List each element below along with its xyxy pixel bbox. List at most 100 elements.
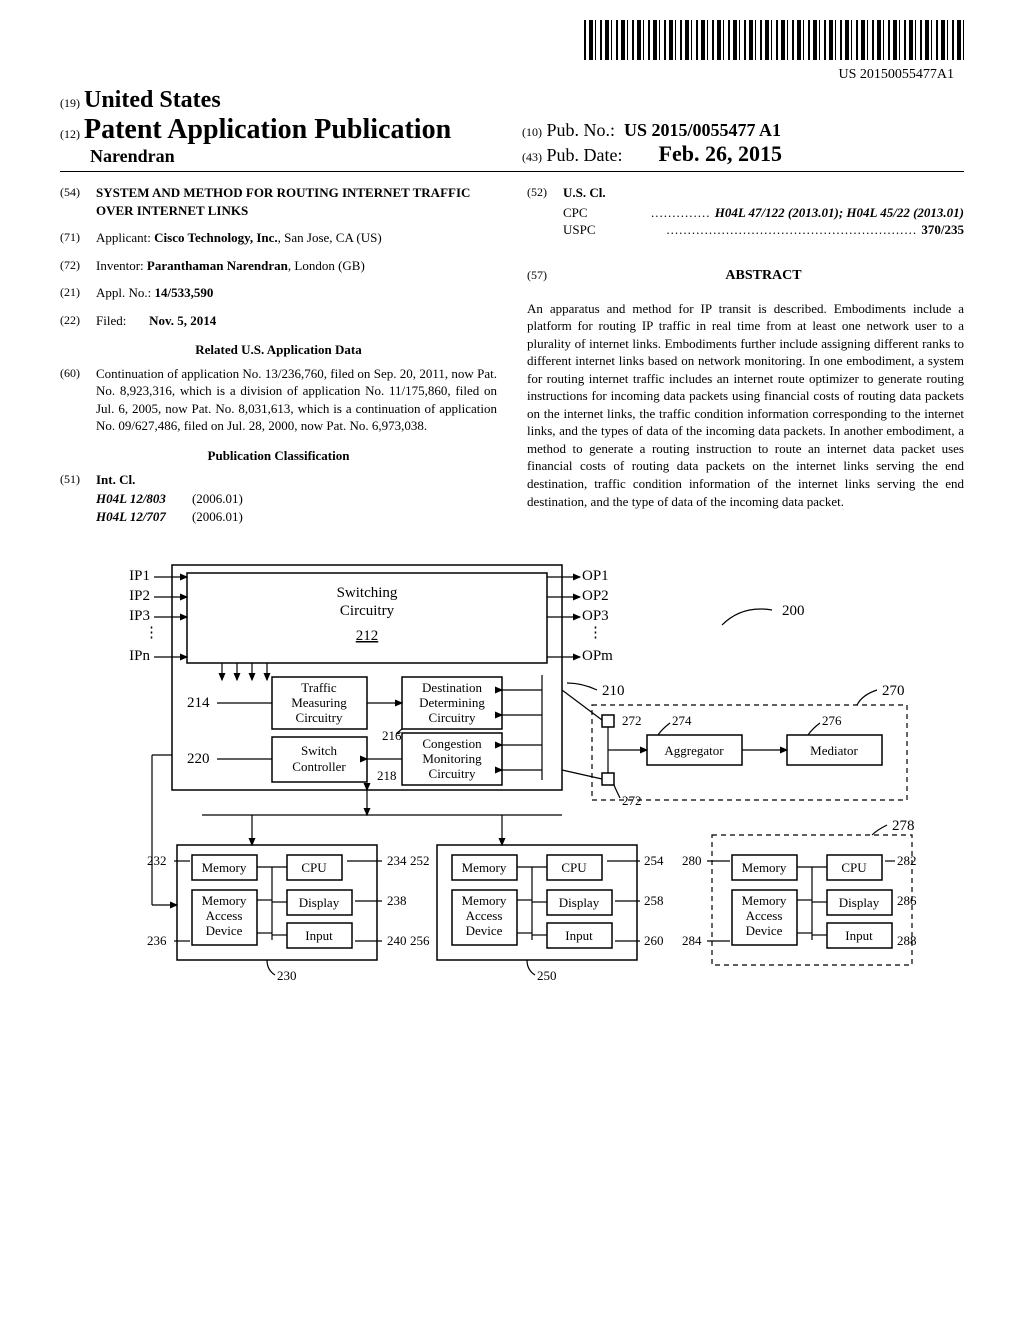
cpc-value: H04L 47/122 (2013.01); H04L 45/22 (2013.… (715, 205, 964, 220)
pub-no: US 2015/0055477 A1 (624, 120, 781, 140)
invention-title: SYSTEM AND METHOD FOR ROUTING INTERNET T… (96, 184, 497, 219)
fig-op3: OP3 (582, 608, 609, 624)
left-column: (54) SYSTEM AND METHOD FOR ROUTING INTER… (60, 184, 497, 525)
fig-280: 280 (682, 853, 702, 868)
field-21-num: (21) (60, 284, 96, 302)
int-cl-label: Int. Cl. (96, 471, 497, 489)
appl-no: 14/533,590 (155, 285, 214, 300)
fig-mem-access-278a: Memory (742, 893, 787, 908)
fig-212: 212 (356, 628, 379, 644)
publication-type: Patent Application Publication (84, 114, 451, 145)
fig-220: 220 (187, 751, 210, 767)
uspc-label: USPC (563, 221, 596, 239)
fig-circuitry-2: Circuitry (296, 710, 343, 725)
code-19: (19) (60, 96, 80, 110)
field-71-num: (71) (60, 229, 96, 247)
fig-mem-access-230c: Device (206, 923, 243, 938)
fig-274: 274 (672, 713, 692, 728)
inventor-loc: , London (GB) (288, 258, 365, 273)
fig-234: 234 (387, 853, 407, 868)
fig-memory-278: Memory (742, 860, 787, 875)
fig-272a: 272 (622, 713, 642, 728)
abstract-text: An apparatus and method for IP transit i… (527, 300, 964, 511)
fig-op1: OP1 (582, 568, 609, 584)
filed-date: Nov. 5, 2014 (149, 313, 216, 328)
patent-barcode (584, 20, 964, 60)
fig-210: 210 (602, 683, 625, 699)
fig-200: 200 (782, 603, 805, 619)
field-51-num: (51) (60, 471, 96, 489)
authors: Narendran (90, 146, 175, 166)
fig-254: 254 (644, 853, 664, 868)
cpc-label: CPC (563, 204, 588, 222)
fig-controller: Controller (292, 759, 346, 774)
fig-cpu-230: CPU (301, 860, 327, 875)
fig-278: 278 (892, 818, 915, 834)
filed-label: Filed: (96, 313, 126, 328)
fig-monitoring: Monitoring (422, 751, 482, 766)
code-43: (43) (522, 150, 542, 164)
pub-classification-heading: Publication Classification (60, 447, 497, 465)
barcode-area: US 20150055477A1 (60, 20, 964, 83)
fig-260: 260 (644, 933, 664, 948)
fig-mem-access-250c: Device (466, 923, 503, 938)
fig-258: 258 (644, 893, 664, 908)
int-cl-ver-1: (2006.01) (192, 509, 243, 524)
fig-ip3: IP3 (129, 608, 150, 624)
fig-250: 250 (537, 968, 557, 983)
fig-mem-access-250a: Memory (462, 893, 507, 908)
fig-ip1: IP1 (129, 568, 150, 584)
country: United States (84, 87, 221, 113)
field-54-num: (54) (60, 184, 96, 219)
fig-mediator: Mediator (810, 743, 858, 758)
int-cl-code-1: H04L 12/707 (96, 509, 166, 524)
fig-282: 282 (897, 853, 917, 868)
fig-218: 218 (377, 768, 397, 783)
fig-286: 286 (897, 893, 917, 908)
int-cl-ver-0: (2006.01) (192, 491, 243, 506)
applicant-loc: , San Jose, CA (US) (278, 230, 382, 245)
cpc-dots: .............. (651, 205, 715, 220)
fig-270: 270 (882, 683, 905, 699)
pub-no-label: Pub. No.: (547, 120, 616, 140)
appl-no-label: Appl. No.: (96, 285, 151, 300)
fig-ipn: IPn (129, 648, 150, 664)
applicant-name: Cisco Technology, Inc. (154, 230, 278, 245)
fig-display-250: Display (559, 895, 600, 910)
inventor-label: Inventor: (96, 258, 144, 273)
fig-252: 252 (410, 853, 430, 868)
fig-display-230: Display (299, 895, 340, 910)
uspc-dots: ........................................… (666, 222, 921, 237)
continuation-text: Continuation of application No. 13/236,7… (96, 365, 497, 435)
pub-date-label: Pub. Date: (547, 145, 623, 165)
int-cl-code-0: H04L 12/803 (96, 491, 166, 506)
field-22-num: (22) (60, 312, 96, 330)
patent-header: (19) United States (12) Patent Applicati… (60, 87, 964, 172)
fig-aggregator: Aggregator (664, 743, 724, 758)
svg-text:⋮: ⋮ (144, 625, 159, 641)
fig-opm: OPm (582, 648, 613, 664)
fig-destination: Destination (422, 680, 482, 695)
fig-288: 288 (897, 933, 917, 948)
right-column: (52) U.S. Cl. CPC .............. H04L 47… (527, 184, 964, 525)
fig-mem-access-250b: Access (466, 908, 503, 923)
pub-date: Feb. 26, 2015 (659, 141, 782, 166)
fig-256: 256 (410, 933, 430, 948)
fig-circuitry-4: Circuitry (429, 766, 476, 781)
fig-input-250: Input (565, 928, 593, 943)
fig-214: 214 (187, 695, 210, 711)
fig-216: 216 (382, 728, 402, 743)
fig-display-278: Display (839, 895, 880, 910)
related-data-heading: Related U.S. Application Data (60, 341, 497, 359)
fig-276: 276 (822, 713, 842, 728)
fig-240: 240 (387, 933, 407, 948)
field-57-num: (57) (527, 267, 563, 286)
code-12: (12) (60, 127, 80, 141)
fig-ip2: IP2 (129, 588, 150, 604)
fig-traffic: Traffic (301, 680, 337, 695)
us-cl-label: U.S. Cl. (563, 184, 964, 202)
field-60-num: (60) (60, 365, 96, 435)
fig-238: 238 (387, 893, 407, 908)
fig-mem-access-278b: Access (746, 908, 783, 923)
fig-switch: Switch (301, 743, 338, 758)
